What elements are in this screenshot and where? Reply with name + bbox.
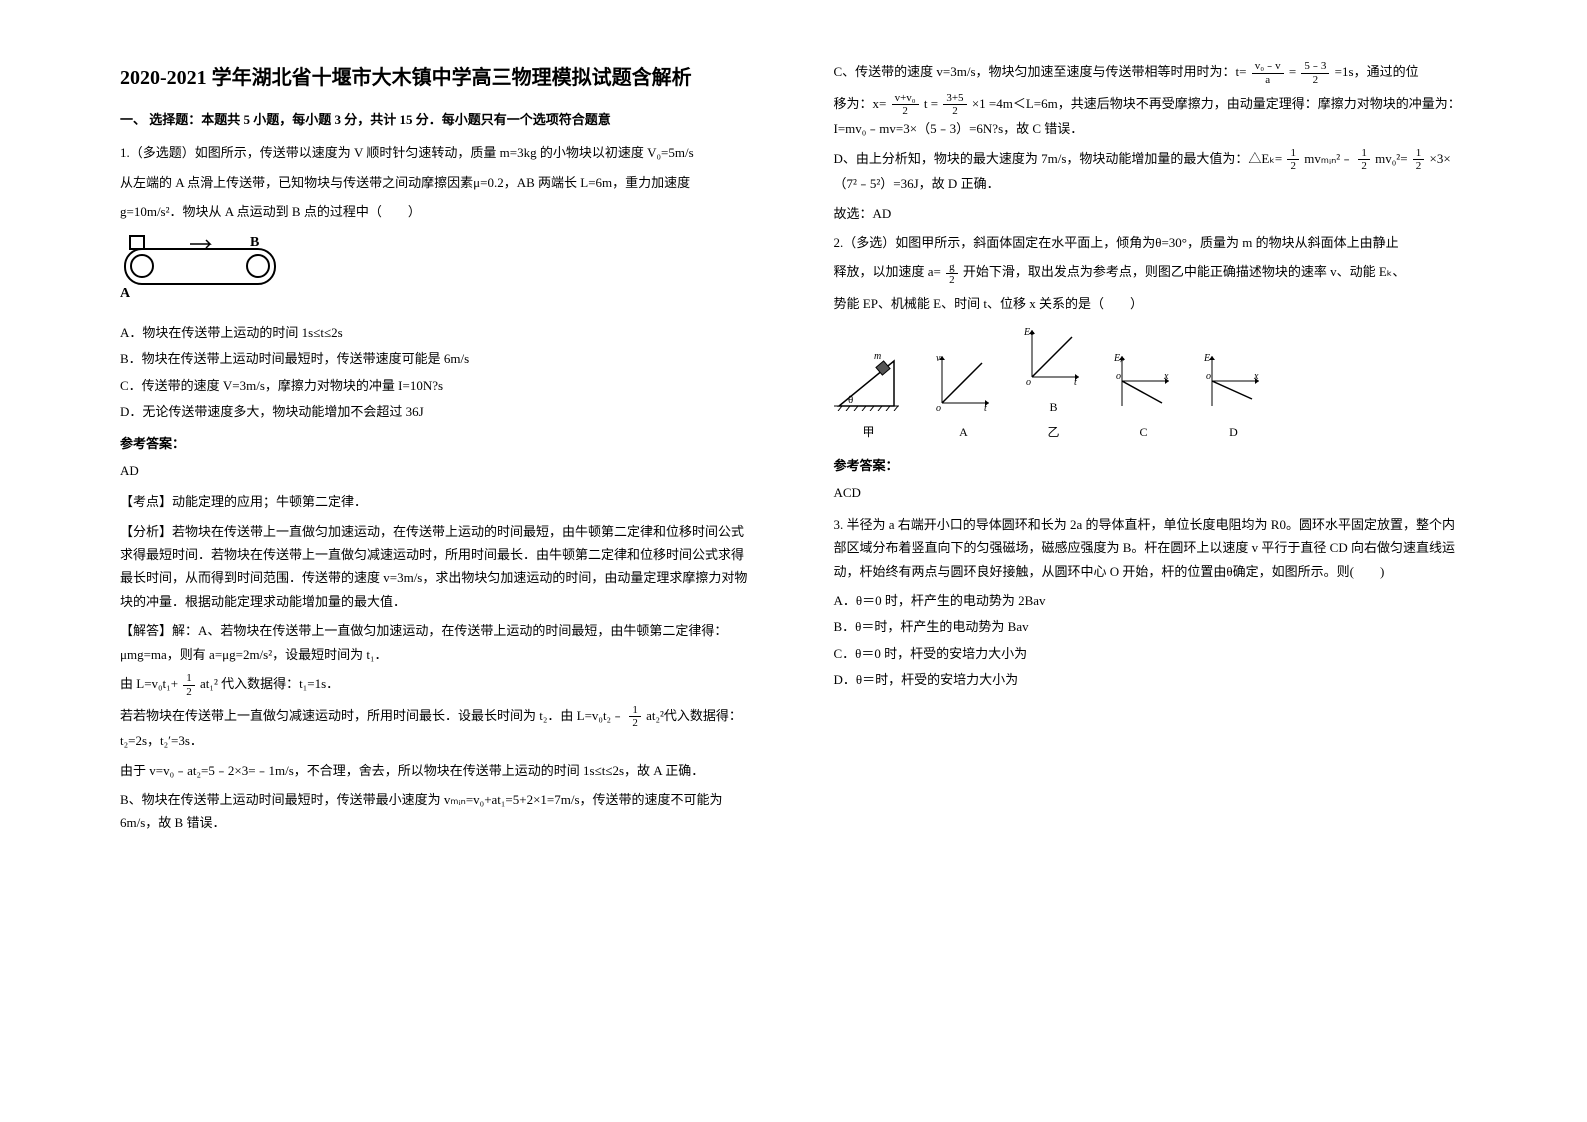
svg-text:m: m [874, 351, 881, 362]
svg-text:o: o [936, 403, 941, 411]
fraction-half-4: 12 [1358, 147, 1370, 172]
svg-text:B: B [250, 235, 259, 250]
svg-text:t: t [984, 403, 987, 411]
conveyor-figure: A B [120, 234, 754, 311]
svg-text:v: v [936, 353, 941, 364]
q1-stem-line1: 1.（多选题）如图所示，传送带以速度为 V 顺时针匀速转动，质量 m=3kg 的… [120, 141, 754, 164]
graph-label-1: A [934, 422, 994, 444]
q1-solve-6: C、传送带的速度 v=3m/s，物块匀加速至速度与传送带相等时用时为：t= v₀… [834, 60, 1468, 86]
right-column: C、传送带的速度 v=3m/s，物块匀加速至速度与传送带相等时用时为：t= v₀… [794, 60, 1488, 1062]
fraction-v0v-a: v₀﹣va [1252, 60, 1284, 85]
document-title: 2020-2021 学年湖北省十堰市大木镇中学高三物理模拟试题含解析 [120, 60, 754, 96]
q1-solve-1: 【解答】解：A、若物块在传送带上一直做匀加速运动，在传送带上运动的时间最短，由牛… [120, 619, 754, 666]
q1-s8-c: mv₀²= [1375, 151, 1407, 166]
q1-s7-b: =4m＜L=6m，共速后物块不再受摩擦力，由动量定理得：摩擦力对物块的冲量为：I… [834, 96, 1461, 137]
q3-option-c: C．θ＝0 时，杆受的安培力大小为 [834, 642, 1468, 665]
q2-stem-2: 释放，以加速度 a= g2 开始下滑，取出发点为参考点，则图乙中能正确描述物块的… [834, 260, 1468, 286]
q2-graphs: θ m 甲 v t o A [834, 325, 1468, 444]
q1-option-d: D．无论传送带速度多大，物块动能增加不会超过 36J [120, 400, 754, 423]
graph-label-4: C [1114, 422, 1174, 444]
q2-stem-3: 势能 EP、机械能 E、时间 t、位移 x 关系的是（ ） [834, 292, 1468, 315]
graph-c: Eₚ x o C [1114, 351, 1174, 444]
q1-option-c: C．传送带的速度 V=3m/s，摩擦力对物块的冲量 I=10N?s [120, 374, 754, 397]
graph-label-2: B [1024, 397, 1084, 419]
q1-stem-line3: g=10m/s²．物块从 A 点运动到 B 点的过程中（ ） [120, 200, 754, 223]
q1-solve-3: 若若物块在传送带上一直做匀减速运动时，所用时间最长．设最长时间为 t₂．由 L=… [120, 704, 754, 753]
q1-s2-a: 由 L=v₀t₁+ [120, 676, 178, 691]
fraction-half-3: 12 [1287, 147, 1299, 172]
q2-s2-a: 释放，以加速度 a= [834, 264, 941, 279]
answer-label-1: 参考答案： [120, 432, 754, 455]
q1-s8-b: mvₘᵢₙ²﹣ [1304, 151, 1353, 166]
fraction-35-2: 3+52 [943, 92, 966, 117]
graph-d: E x o D [1204, 351, 1264, 444]
svg-text:A: A [120, 286, 131, 301]
q1-analysis: 【分析】若物块在传送带上一直做匀加速运动，在传送带上运动的时间最短，由牛顿第二定… [120, 520, 754, 614]
q1-s3-a: 若若物块在传送带上一直做匀减速运动时，所用时间最长．设最长时间为 t₂．由 L=… [120, 708, 624, 723]
q1-solve-2: 由 L=v₀t₁+ 12 at₁² 代入数据得：t₁=1s． [120, 672, 754, 698]
q1-s6-a: C、传送带的速度 v=3m/s，物块匀加速至速度与传送带相等时用时为：t= [834, 64, 1247, 79]
fraction-half-5: 12 [1413, 147, 1425, 172]
graph-a-icon: v t o [934, 351, 994, 411]
q3-option-a: A．θ＝0 时，杆产生的电动势为 2Bav [834, 589, 1468, 612]
q3-stem: 3. 半径为 a 右端开小口的导体圆环和长为 2a 的导体直杆，单位长度电阻均为… [834, 513, 1468, 583]
q1-stem-line2: 从左端的 A 点滑上传送带，已知物块与传送带之间动摩擦因素μ=0.2，AB 两端… [120, 171, 754, 194]
fraction-53-2: 5﹣32 [1301, 60, 1329, 85]
graph-label-0: 甲 [834, 422, 904, 444]
left-column: 2020-2021 学年湖北省十堰市大木镇中学高三物理模拟试题含解析 一、 选择… [100, 60, 794, 1062]
q3-option-b: B．θ＝时，杆产生的电动势为 Bav [834, 615, 1468, 638]
conveyor-icon: A B [120, 234, 300, 304]
q1-keypoint: 【考点】动能定理的应用；牛顿第二定律． [120, 490, 754, 513]
svg-text:o: o [1206, 371, 1211, 382]
svg-text:x: x [1163, 371, 1169, 382]
svg-text:Eₚ: Eₚ [1114, 353, 1125, 364]
q1-solve-7: 移为：x= v+v₀2 t = 3+52 ×1 =4m＜L=6m，共速后物块不再… [834, 92, 1468, 141]
section-1-heading: 一、 选择题：本题共 5 小题，每小题 3 分，共计 15 分．每小题只有一个选… [120, 108, 754, 131]
svg-text:x: x [1253, 371, 1259, 382]
fraction-vv0-2: v+v₀2 [892, 92, 919, 117]
q1-solve-5: B、物块在传送带上运动时间最短时，传送带最小速度为 vₘᵢₙ=v₀+at₁=5+… [120, 788, 754, 835]
q2-answer: ACD [834, 481, 1468, 504]
q1-option-a: A．物块在传送带上运动的时间 1s≤t≤2s [120, 321, 754, 344]
q1-s6-b: =1s，通过的位 [1335, 64, 1419, 79]
q1-s2-b: at₁² 代入数据得：t₁=1s． [200, 676, 339, 691]
q2-s2-b: 开始下滑，取出发点为参考点，则图乙中能正确描述物块的速率 v、动能 Eₖ、 [963, 264, 1405, 279]
graph-a: v t o A [934, 351, 994, 444]
q1-answer: AD [120, 459, 754, 482]
graph-label-5: D [1204, 422, 1264, 444]
graph-incline: θ m 甲 [834, 351, 904, 444]
fraction-half-2: 12 [629, 704, 641, 729]
q1-solve-4: 由于 v=v₀﹣at₂=5﹣2×3=﹣1m/s，不合理，舍去，所以物块在传送带上… [120, 759, 754, 782]
fraction-half-1: 12 [183, 672, 195, 697]
fraction-g-2: g2 [946, 261, 958, 286]
q1-option-b: B．物块在传送带上运动时间最短时，传送带速度可能是 6m/s [120, 347, 754, 370]
svg-text:E: E [1204, 353, 1210, 364]
q3-option-d: D．θ＝时，杆受的安培力大小为 [834, 668, 1468, 691]
q2-stem-1: 2.（多选）如图甲所示，斜面体固定在水平面上，倾角为θ=30°，质量为 m 的物… [834, 231, 1468, 254]
q1-s7-a: 移为：x= [834, 96, 887, 111]
graph-d-icon: E x o [1204, 351, 1264, 411]
incline-icon: θ m [834, 351, 904, 411]
q1-s8-a: D、由上分析知，物块的最大速度为 7m/s，物块动能增加量的最大值为：△Eₖ= [834, 151, 1283, 166]
graph-label-3: 乙 [1024, 422, 1084, 444]
graph-b: Eₖ t o B 乙 [1024, 325, 1084, 444]
svg-text:Eₖ: Eₖ [1024, 327, 1035, 338]
answer-label-2: 参考答案： [834, 454, 1468, 477]
svg-text:t: t [1074, 377, 1077, 385]
graph-b-icon: Eₖ t o [1024, 325, 1084, 385]
q1-solve-9: 故选：AD [834, 202, 1468, 225]
svg-text:θ: θ [848, 394, 853, 406]
svg-text:o: o [1026, 377, 1031, 385]
graph-c-icon: Eₚ x o [1114, 351, 1174, 411]
q1-solve-8: D、由上分析知，物块的最大速度为 7m/s，物块动能增加量的最大值为：△Eₖ= … [834, 147, 1468, 196]
svg-text:o: o [1116, 371, 1121, 382]
